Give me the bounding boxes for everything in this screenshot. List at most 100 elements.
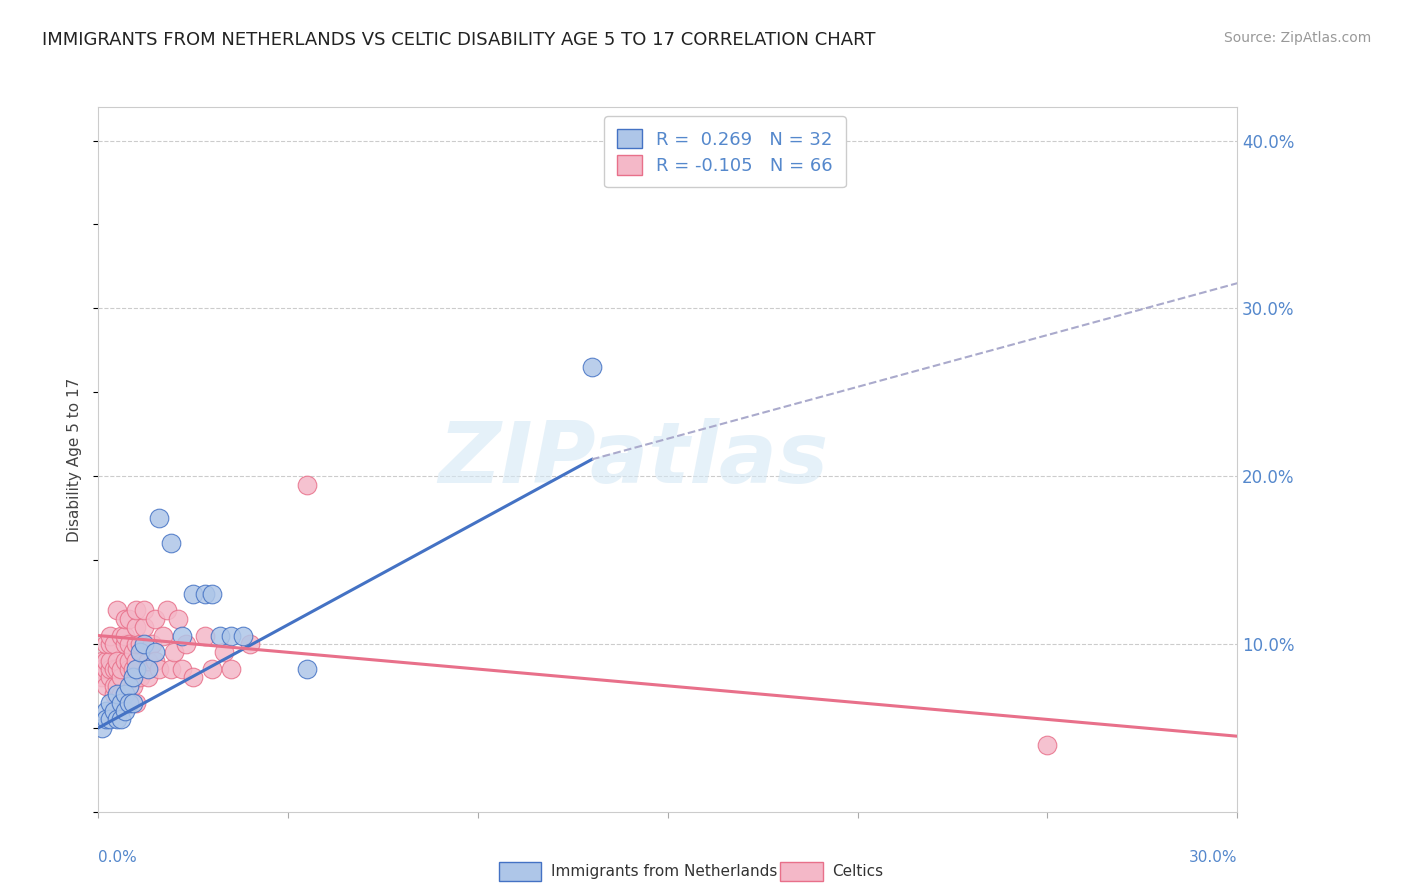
Point [103, 704, 125, 718]
Point [118, 696, 141, 710]
Point [107, 679, 129, 693]
Point [132, 620, 155, 634]
Point [581, 360, 603, 375]
Point [208, 629, 231, 643]
Point [1036, 738, 1059, 752]
Point [94, 662, 117, 676]
Point [114, 637, 136, 651]
Point [167, 612, 190, 626]
Point [91, 721, 114, 735]
Point [98, 696, 121, 710]
Text: ZIPatlas: ZIPatlas [439, 417, 828, 501]
Point [148, 511, 170, 525]
Point [183, 586, 205, 600]
Point [136, 654, 159, 668]
Point [212, 645, 235, 659]
Point [94, 679, 117, 693]
Point [125, 654, 148, 668]
Point [129, 645, 152, 659]
Point [159, 536, 181, 550]
Point [91, 654, 114, 668]
Point [114, 612, 136, 626]
Point [297, 662, 319, 676]
Point [103, 662, 125, 676]
Point [145, 645, 167, 659]
Point [125, 620, 148, 634]
Point [232, 629, 254, 643]
Point [91, 671, 114, 685]
Point [94, 654, 117, 668]
Text: Source: ZipAtlas.com: Source: ZipAtlas.com [1223, 31, 1371, 45]
Point [118, 637, 141, 651]
Text: IMMIGRANTS FROM NETHERLANDS VS CELTIC DISABILITY AGE 5 TO 17 CORRELATION CHART: IMMIGRANTS FROM NETHERLANDS VS CELTIC DI… [42, 31, 876, 49]
Point [152, 629, 174, 643]
Point [94, 704, 117, 718]
Point [145, 612, 167, 626]
Point [103, 687, 125, 701]
Point [94, 637, 117, 651]
Point [141, 637, 163, 651]
Point [98, 671, 121, 685]
Point [98, 629, 121, 643]
Point [107, 603, 129, 617]
Point [148, 662, 170, 676]
Point [91, 662, 114, 676]
Point [110, 662, 132, 676]
Point [239, 637, 262, 651]
Point [159, 662, 181, 676]
Point [297, 477, 319, 491]
Point [136, 662, 159, 676]
Point [125, 637, 148, 651]
Point [183, 671, 205, 685]
Point [110, 696, 132, 710]
Text: 0.0%: 0.0% [98, 850, 138, 865]
Point [110, 687, 132, 701]
Y-axis label: Disability Age 5 to 17: Disability Age 5 to 17 [67, 377, 83, 541]
Point [163, 645, 186, 659]
Text: Immigrants from Netherlands: Immigrants from Netherlands [551, 864, 778, 879]
Point [221, 629, 243, 643]
Point [132, 603, 155, 617]
Point [194, 586, 217, 600]
Text: 30.0%: 30.0% [1189, 850, 1237, 865]
Point [125, 671, 148, 685]
Point [125, 662, 148, 676]
Point [107, 662, 129, 676]
Point [121, 679, 143, 693]
Point [174, 637, 197, 651]
Point [114, 629, 136, 643]
Point [107, 687, 129, 701]
Point [132, 637, 155, 651]
Point [114, 687, 136, 701]
Point [201, 586, 224, 600]
Point [121, 696, 143, 710]
Point [118, 612, 141, 626]
Point [118, 654, 141, 668]
Point [98, 637, 121, 651]
Point [110, 713, 132, 727]
Legend: R =  0.269   N = 32, R = -0.105   N = 66: R = 0.269 N = 32, R = -0.105 N = 66 [605, 116, 845, 187]
Point [103, 637, 125, 651]
Point [114, 654, 136, 668]
Point [125, 603, 148, 617]
Point [201, 662, 224, 676]
Point [125, 696, 148, 710]
Point [170, 662, 193, 676]
Point [98, 713, 121, 727]
Point [221, 662, 243, 676]
Point [103, 679, 125, 693]
Point [110, 671, 132, 685]
Point [121, 671, 143, 685]
Point [170, 629, 193, 643]
Point [136, 671, 159, 685]
Text: Celtics: Celtics [832, 864, 883, 879]
Point [107, 713, 129, 727]
Point [107, 654, 129, 668]
Point [98, 654, 121, 668]
Point [98, 662, 121, 676]
Point [94, 713, 117, 727]
Point [145, 654, 167, 668]
Point [118, 662, 141, 676]
Point [114, 704, 136, 718]
Point [156, 603, 179, 617]
